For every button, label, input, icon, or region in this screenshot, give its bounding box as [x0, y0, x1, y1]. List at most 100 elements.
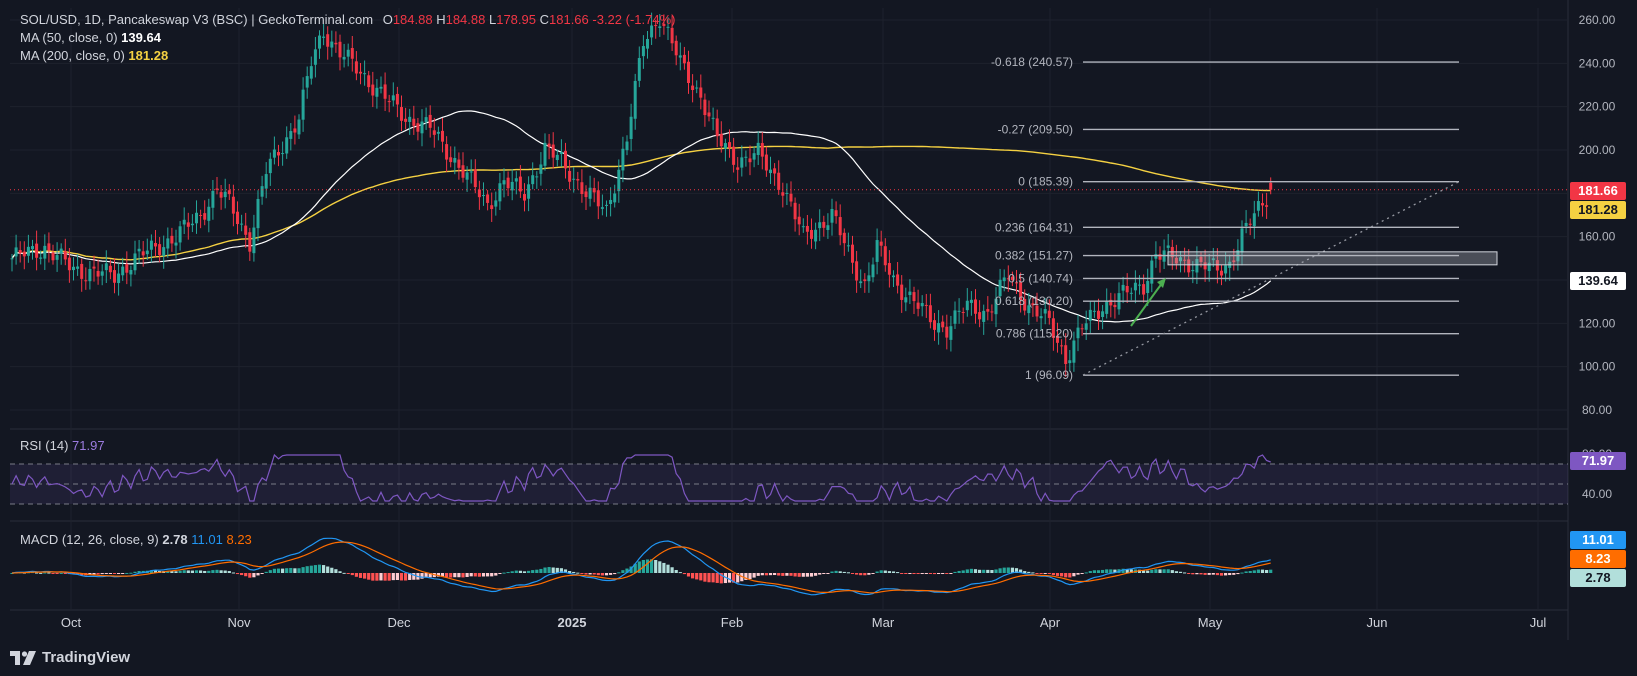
macd-histogram-bar	[273, 569, 276, 573]
candle-body	[43, 246, 46, 259]
candle-body	[966, 301, 969, 310]
macd-histogram-bar	[351, 573, 354, 575]
rsi-legend[interactable]: RSI (14) 71.97	[20, 438, 105, 454]
candle-body	[773, 168, 776, 173]
macd-histogram-bar	[281, 569, 284, 573]
candle-body	[790, 194, 793, 202]
candle-body	[134, 253, 137, 270]
candle-body	[433, 130, 436, 135]
candle-body	[363, 73, 366, 74]
candle-body	[257, 199, 260, 228]
macd-histogram-bar	[523, 571, 526, 573]
macd-histogram-bar	[1089, 571, 1092, 573]
candle-body	[1146, 281, 1149, 293]
macd-histogram-bar	[174, 571, 177, 573]
ma200-legend[interactable]: MA (200, close, 0) 181.28	[20, 48, 168, 64]
y-tick-label: 160.00	[1579, 230, 1616, 244]
candle-body	[527, 184, 530, 198]
macd-label: MACD (12, 26, close, 9)	[20, 532, 159, 547]
macd-histogram-bar	[962, 570, 965, 573]
candle-body	[720, 134, 723, 146]
macd-histogram-bar	[470, 573, 473, 576]
candle-body	[531, 175, 534, 184]
macd-histogram-bar	[728, 573, 731, 583]
candle-body	[326, 34, 329, 46]
macd-histogram-bar	[871, 573, 874, 574]
macd-signal-value: 8.23	[226, 532, 251, 547]
macd-histogram-bar	[375, 573, 378, 581]
rsi-badge: 71.97	[1570, 452, 1626, 470]
macd-histogram-bar	[814, 573, 817, 576]
candle-body	[318, 36, 321, 49]
macd-histogram-bar	[839, 571, 842, 573]
candle-body	[982, 311, 985, 322]
macd-legend[interactable]: MACD (12, 26, close, 9) 2.78 11.01 8.23	[20, 532, 252, 548]
candle-body	[183, 220, 186, 225]
candle-body	[347, 50, 350, 57]
macd-histogram-bar	[101, 573, 104, 574]
candle-body	[425, 117, 428, 122]
candle-body	[646, 39, 649, 49]
candles-group	[11, 13, 1273, 377]
macd-histogram-bar	[347, 573, 350, 574]
macd-histogram-bar	[293, 568, 296, 573]
low-value: 178.95	[496, 12, 536, 27]
candle-body	[371, 85, 374, 96]
macd-histogram-bar	[224, 571, 227, 573]
candle-body	[1142, 284, 1145, 294]
macd-histogram-bar	[548, 567, 551, 573]
macd-histogram-bar	[1265, 570, 1268, 573]
fib-level-label: 1 (96.09)	[1025, 368, 1073, 382]
candle-body	[761, 143, 764, 157]
candle-body	[138, 249, 141, 252]
candle-body	[302, 90, 305, 120]
macd-histogram-bar	[687, 573, 690, 577]
macd-histogram-bar	[1236, 573, 1239, 574]
symbol-title: SOL/USD, 1D, Pancakeswap V3 (BSC) | Geck…	[20, 12, 373, 27]
macd-histogram-bar	[466, 573, 469, 577]
candle-body	[806, 226, 809, 232]
macd-histogram-bar	[851, 573, 854, 574]
ma50-legend[interactable]: MA (50, close, 0) 139.64	[20, 30, 161, 46]
tradingview-logo[interactable]: TradingView	[10, 649, 130, 666]
macd-histogram-bar	[703, 573, 706, 582]
candle-body	[367, 75, 370, 87]
macd-histogram-bar	[765, 573, 768, 575]
macd-histogram-bar	[753, 573, 756, 578]
macd-line-badge: 11.01	[1570, 531, 1626, 549]
y-tick-label: 120.00	[1579, 316, 1616, 330]
macd-histogram-bar	[1044, 573, 1047, 574]
candle-body	[265, 174, 268, 189]
macd-histogram-bar	[1064, 573, 1067, 577]
candle-body	[429, 115, 432, 128]
candle-body	[1048, 311, 1051, 318]
candle-body	[355, 61, 358, 73]
candle-body	[457, 160, 460, 168]
macd-histogram-bar	[1199, 573, 1202, 574]
macd-histogram-bar	[966, 569, 969, 573]
candle-body	[716, 118, 719, 136]
candle-body	[1191, 270, 1194, 271]
candle-body	[785, 193, 788, 194]
candle-body	[597, 190, 600, 206]
candle-body	[232, 197, 235, 214]
high-value: 184.88	[446, 12, 486, 27]
candle-body	[712, 118, 715, 119]
candle-body	[445, 144, 448, 159]
macd-histogram-bar	[1003, 568, 1006, 573]
candle-body	[896, 274, 899, 285]
candle-body	[84, 280, 87, 281]
macd-histogram-bar	[1150, 570, 1153, 573]
candle-body	[753, 153, 756, 159]
candle-body	[552, 145, 555, 158]
candle-body	[466, 172, 469, 179]
candle-body	[404, 119, 407, 122]
macd-histogram-bar	[748, 573, 751, 579]
macd-histogram-bar	[39, 573, 42, 574]
macd-histogram-bar	[256, 573, 259, 575]
candle-body	[175, 243, 178, 246]
macd-histogram-bar	[384, 573, 387, 581]
macd-histogram-bar	[925, 573, 928, 574]
candle-body	[105, 263, 108, 270]
